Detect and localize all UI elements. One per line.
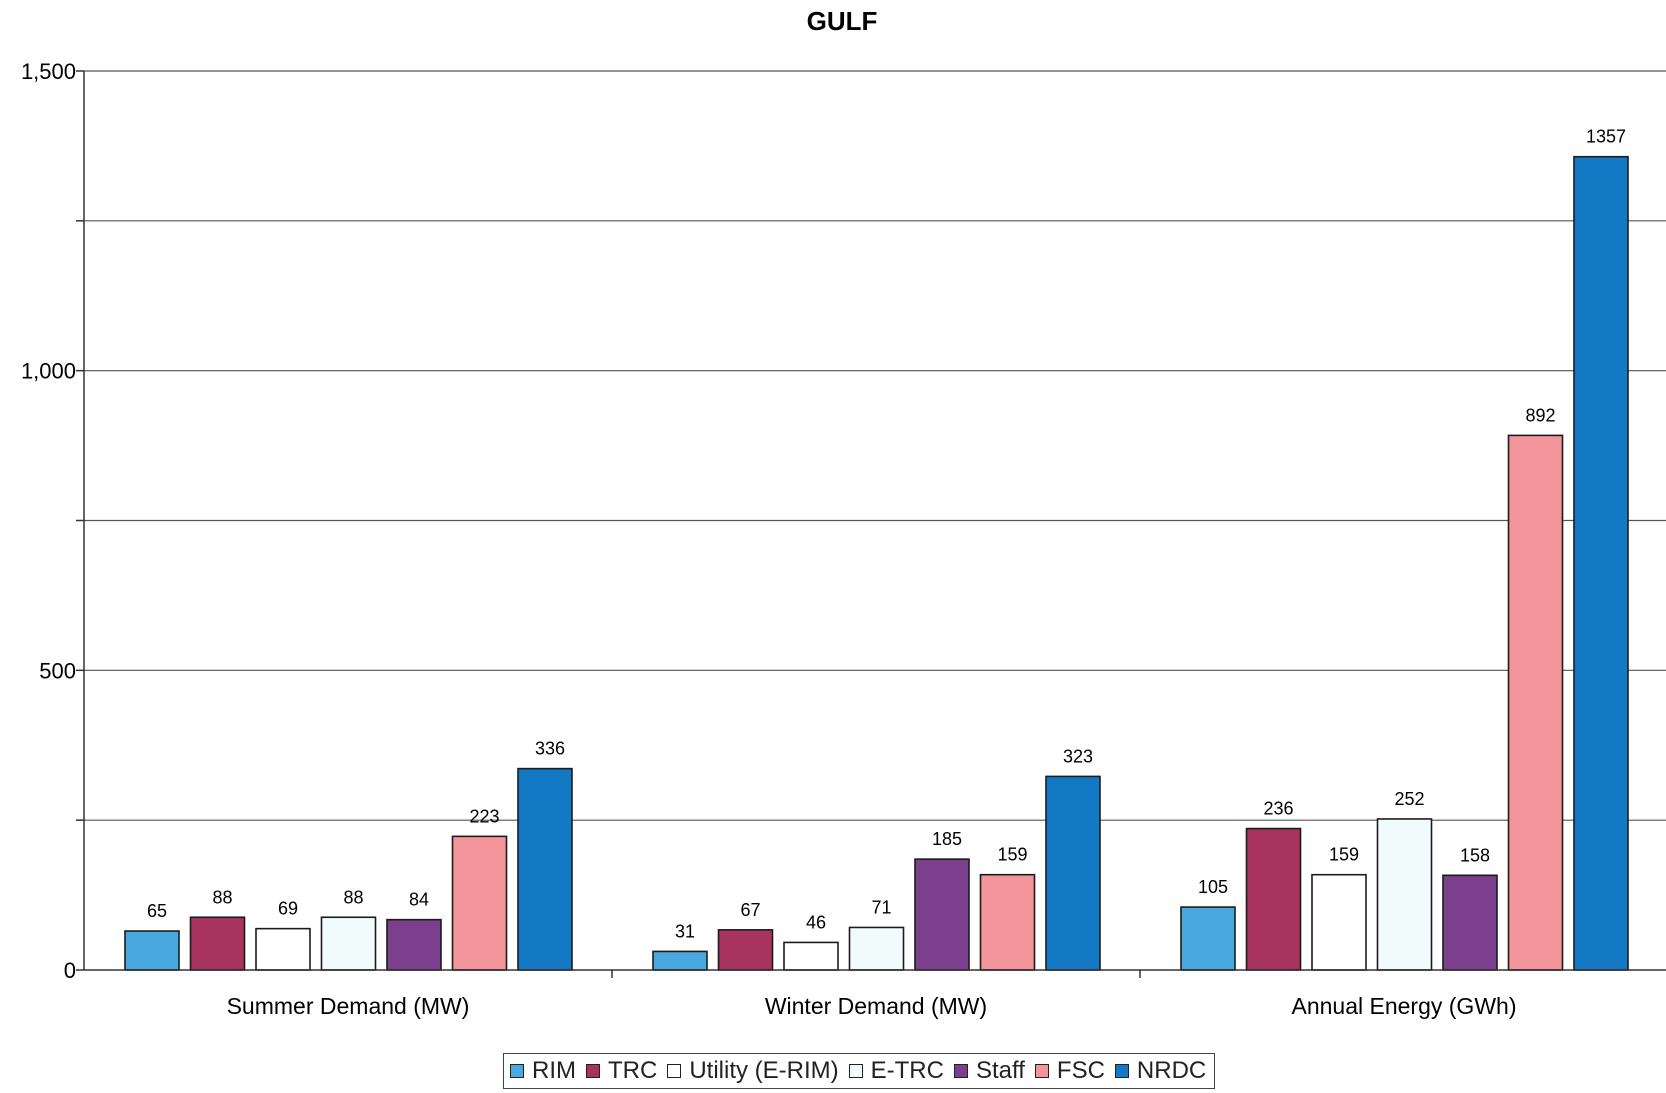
data-label: 158	[1460, 845, 1490, 865]
bar-staff	[1442, 874, 1498, 971]
chart-legend: RIM TRC Utility (E-RIM) E-TRC Staff FSC NRDC	[503, 1053, 1216, 1089]
bar-rim	[1180, 906, 1236, 971]
legend-swatch	[667, 1064, 682, 1078]
legend-item: Utility (E-RIM)	[667, 1057, 839, 1085]
legend-swatch	[586, 1064, 600, 1078]
bar-rim	[124, 930, 180, 971]
bar-nrdc	[1045, 775, 1101, 971]
chart-title: GULF	[807, 6, 878, 36]
legend-item: RIM	[510, 1057, 576, 1085]
data-label: 105	[1198, 877, 1228, 897]
bar-trc	[1245, 827, 1302, 971]
legend-item: FSC	[1034, 1057, 1105, 1085]
bar-trc	[717, 929, 774, 971]
data-label: 31	[675, 921, 695, 941]
legend-label: Utility (E-RIM)	[689, 1057, 839, 1084]
x-category-label: Annual Energy (GWh)	[1292, 993, 1517, 1019]
data-label: 892	[1525, 405, 1555, 425]
bar-fsc	[979, 873, 1036, 971]
bar-fsc	[451, 835, 508, 971]
bar-e-trc	[1376, 818, 1433, 971]
legend-label: Staff	[975, 1057, 1025, 1084]
data-label: 67	[740, 900, 760, 920]
data-label: 84	[409, 890, 429, 910]
legend-swatch	[848, 1064, 863, 1078]
legend-swatch	[1114, 1064, 1129, 1078]
bar-rim	[652, 950, 708, 971]
legend-item: NRDC	[1114, 1057, 1207, 1085]
legend-swatch	[510, 1064, 524, 1078]
y-tick-label: 0	[64, 958, 76, 983]
legend-swatch	[1034, 1064, 1049, 1078]
y-tick-label: 1,500	[21, 59, 76, 84]
bar-e-trc	[320, 916, 377, 971]
data-label: 185	[932, 829, 962, 849]
legend-item: TRC	[586, 1057, 657, 1085]
x-category-label: Summer Demand (MW)	[227, 993, 470, 1019]
data-label: 65	[147, 901, 167, 921]
data-label: 159	[1329, 845, 1359, 865]
axes: 0 500 1,000 1,500 Summer Demand (MW) Winter D…	[21, 59, 1666, 1019]
legend-label: E-TRC	[870, 1057, 944, 1084]
legend-item: Staff	[953, 1057, 1025, 1085]
y-tick-label: 500	[39, 658, 76, 683]
bars	[124, 155, 1629, 971]
bar-staff	[914, 858, 970, 971]
data-label: 69	[278, 899, 298, 919]
data-label: 223	[469, 806, 499, 826]
bar-utility-e-rim	[1311, 873, 1367, 971]
legend-label: FSC	[1056, 1057, 1105, 1084]
bar-fsc	[1507, 434, 1564, 971]
bar-trc	[189, 916, 246, 971]
data-label: 88	[212, 887, 232, 907]
bar-nrdc	[1573, 155, 1629, 971]
data-label: 236	[1263, 799, 1293, 819]
bar-utility-e-rim	[255, 927, 311, 971]
data-label: 71	[871, 897, 891, 917]
y-tick-label: 1,000	[21, 359, 76, 384]
legend-label: TRC	[608, 1057, 658, 1084]
bar-e-trc	[848, 926, 905, 971]
legend-swatch	[953, 1064, 968, 1078]
data-label: 336	[535, 739, 565, 759]
gridlines	[84, 70, 1666, 821]
data-label: 252	[1394, 789, 1424, 809]
data-label: 1357	[1586, 127, 1626, 147]
data-label: 46	[806, 912, 826, 932]
bar-staff	[386, 918, 442, 971]
bar-utility-e-rim	[783, 941, 839, 971]
data-labels: 65 88 69 88 84 223 336 31 67 46 71 185 159 323 105 236 1…	[147, 127, 1626, 942]
legend-item: E-TRC	[848, 1057, 944, 1085]
data-label: 323	[1063, 746, 1093, 766]
data-label: 88	[343, 887, 363, 907]
x-category-label: Winter Demand (MW)	[765, 993, 987, 1019]
data-label: 159	[997, 845, 1027, 865]
bar-nrdc	[517, 767, 573, 971]
legend-label: RIM	[532, 1057, 576, 1084]
legend-label: NRDC	[1136, 1057, 1207, 1084]
